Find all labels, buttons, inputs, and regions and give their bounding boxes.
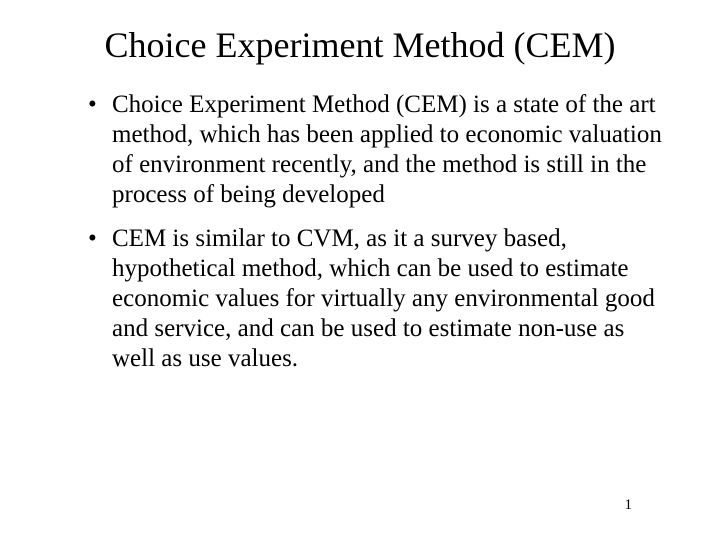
page-number: 1 (625, 497, 633, 514)
bullet-list: Choice Experiment Method (CEM) is a stat… (84, 90, 664, 374)
slide-title: Choice Experiment Method (CEM) (48, 24, 672, 66)
slide-content: Choice Experiment Method (CEM) is a stat… (48, 90, 672, 374)
bullet-item: Choice Experiment Method (CEM) is a stat… (84, 90, 664, 210)
bullet-item: CEM is similar to CVM, as it a survey ba… (84, 224, 664, 374)
slide-container: Choice Experiment Method (CEM) Choice Ex… (0, 0, 720, 540)
